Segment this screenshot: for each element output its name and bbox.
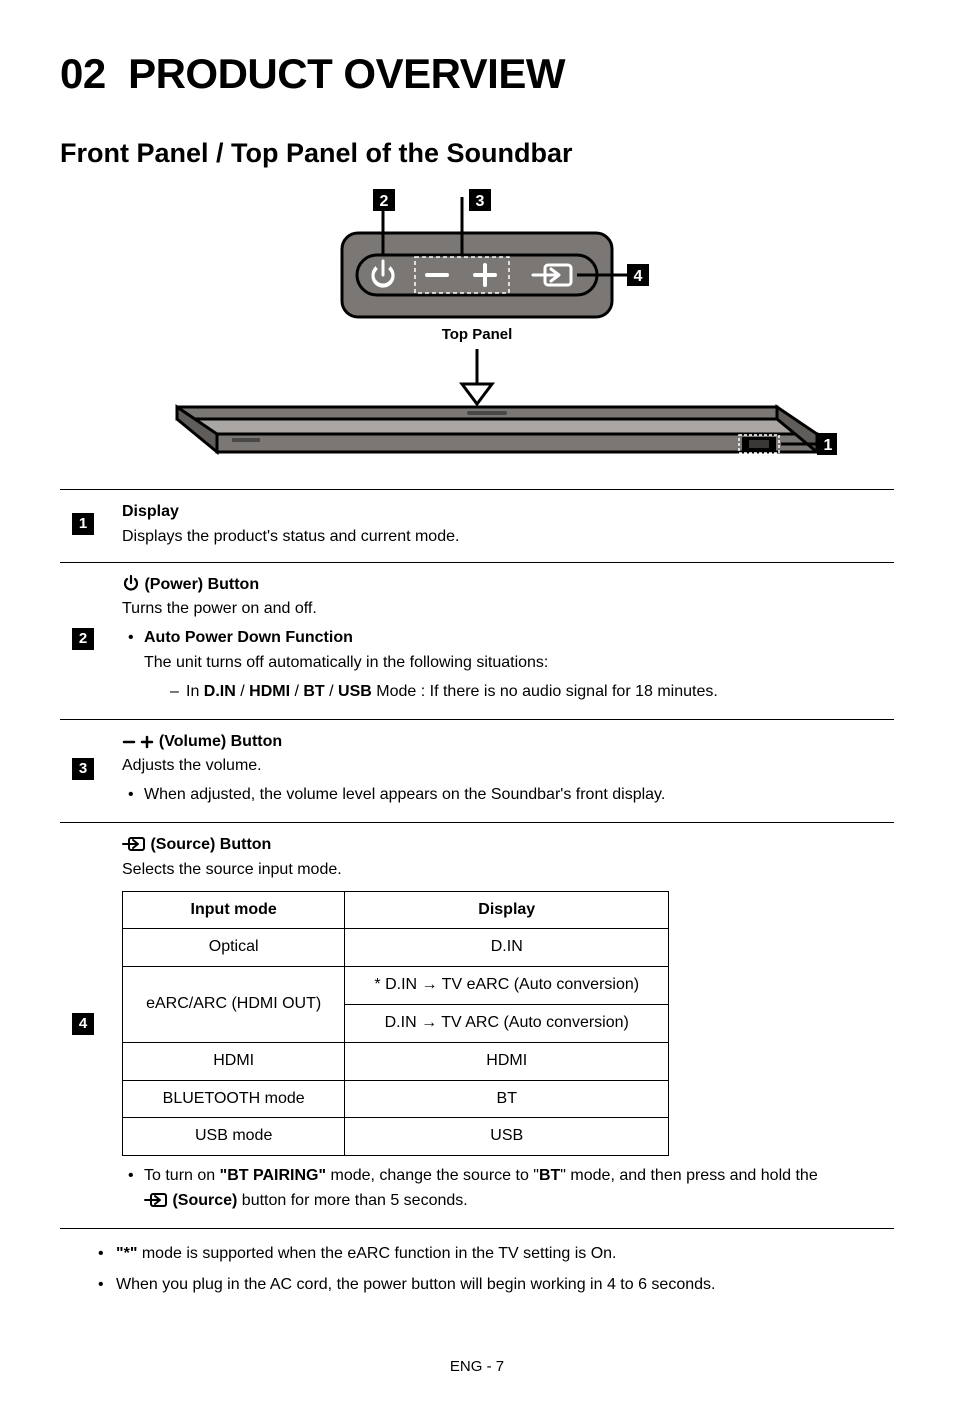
- row2-dash: In D.IN / HDMI / BT / USB Mode : If ther…: [164, 680, 882, 705]
- t-r2c1: eARC/ARC (HDMI OUT): [123, 967, 345, 1043]
- row3-desc: Adjusts the volume.: [122, 754, 882, 779]
- row4-title-text: (Source) Button: [150, 836, 271, 853]
- row2-bullet1: Auto Power Down Function The unit turns …: [122, 626, 882, 704]
- input-mode-table: Input mode Display Optical D.IN eARC/ARC…: [122, 891, 669, 1157]
- t-r3c2: HDMI: [345, 1042, 669, 1080]
- row2-s3: /: [325, 683, 338, 700]
- feature-row-4: 4 (Source) Button Selects the source inp…: [60, 822, 894, 1228]
- t-r1c2: D.IN: [345, 929, 669, 967]
- row2-b1-label: Auto Power Down Function: [144, 629, 353, 646]
- row4-title: (Source) Button: [122, 833, 882, 858]
- row2-dash-prefix: In: [186, 683, 204, 700]
- row1-title: Display: [122, 500, 882, 525]
- r4nb: "BT PAIRING": [220, 1167, 326, 1184]
- row2-title-text: (Power) Button: [144, 576, 259, 593]
- row2-s1: /: [236, 683, 249, 700]
- row3-title-text: (Volume) Button: [159, 733, 282, 750]
- t-r4c1: BLUETOOTH mode: [123, 1080, 345, 1118]
- plus-icon: [140, 735, 154, 749]
- t-r2c2b: D.IN → TV ARC (Auto conversion): [345, 1004, 669, 1042]
- t-r4c2: BT: [345, 1080, 669, 1118]
- row4-desc: Selects the source input mode.: [122, 858, 882, 883]
- row3-bullet1: When adjusted, the volume level appears …: [122, 783, 882, 808]
- svg-text:4: 4: [634, 268, 643, 285]
- t-r2c2a: * D.IN → TV eARC (Auto conversion): [345, 967, 669, 1005]
- minus-icon: [122, 735, 136, 749]
- row4-note: To turn on "BT PAIRING" mode, change the…: [122, 1164, 882, 1214]
- r4ng: button for more than 5 seconds.: [237, 1192, 467, 1209]
- row2-m3: BT: [303, 683, 324, 700]
- top-panel-label: Top Panel: [442, 326, 513, 343]
- badge-3: 3: [72, 758, 94, 780]
- row2-b1-desc: The unit turns off automatically in the …: [144, 654, 548, 671]
- row2-m4: USB: [338, 683, 372, 700]
- row2-desc: Turns the power on and off.: [122, 597, 882, 622]
- power-icon: [122, 574, 140, 592]
- col-display: Display: [345, 891, 669, 929]
- chapter-number: 02: [60, 50, 106, 97]
- chapter-title: 02 PRODUCT OVERVIEW: [60, 50, 894, 98]
- t-r1c1: Optical: [123, 929, 345, 967]
- col-input-mode: Input mode: [123, 891, 345, 929]
- t-r3c1: HDMI: [123, 1042, 345, 1080]
- t-r5c1: USB mode: [123, 1118, 345, 1156]
- r4nf: (Source): [172, 1192, 237, 1209]
- row2-title: (Power) Button: [122, 573, 882, 598]
- row3-title: (Volume) Button: [122, 730, 882, 755]
- page-number: ENG - 7: [60, 1358, 894, 1375]
- badge-2: 2: [72, 628, 94, 650]
- badge-1: 1: [72, 513, 94, 535]
- row2-s2: /: [290, 683, 303, 700]
- feature-row-1: 1 Display Displays the product's status …: [60, 490, 894, 563]
- svg-text:3: 3: [476, 193, 485, 210]
- row1-desc: Displays the product's status and curren…: [122, 525, 882, 550]
- row2-dash-suffix: Mode : If there is no audio signal for 1…: [372, 683, 718, 700]
- section-title: Front Panel / Top Panel of the Soundbar: [60, 138, 894, 169]
- badge-4: 4: [72, 1013, 94, 1035]
- t-r5c2: USB: [345, 1118, 669, 1156]
- chapter-name: PRODUCT OVERVIEW: [128, 50, 565, 97]
- source-icon: [144, 1192, 168, 1208]
- footnote-1: "*" mode is supported when the eARC func…: [96, 1241, 894, 1267]
- features-table: 1 Display Displays the product's status …: [60, 489, 894, 1229]
- feature-row-3: 3 (Volume) Button Adjusts the volume. Wh…: [60, 719, 894, 822]
- row2-m2: HDMI: [249, 683, 290, 700]
- r4nc: mode, change the source to ": [326, 1167, 539, 1184]
- r4ne: " mode, and then press and hold the: [560, 1167, 817, 1184]
- source-icon: [122, 836, 146, 852]
- footnote-2: When you plug in the AC cord, the power …: [96, 1272, 894, 1298]
- feature-row-2: 2 (Power) Button Turns the power on and …: [60, 562, 894, 719]
- row2-m1: D.IN: [204, 683, 236, 700]
- r4nd: BT: [539, 1167, 560, 1184]
- svg-text:2: 2: [380, 193, 389, 210]
- fn1a: "*": [116, 1245, 137, 1262]
- panel-diagram: Top Panel 2 3 4 1: [60, 189, 894, 469]
- r4na: To turn on: [144, 1167, 220, 1184]
- fn1b: mode is supported when the eARC function…: [137, 1245, 616, 1262]
- footnotes: "*" mode is supported when the eARC func…: [60, 1241, 894, 1298]
- svg-text:1: 1: [824, 437, 833, 454]
